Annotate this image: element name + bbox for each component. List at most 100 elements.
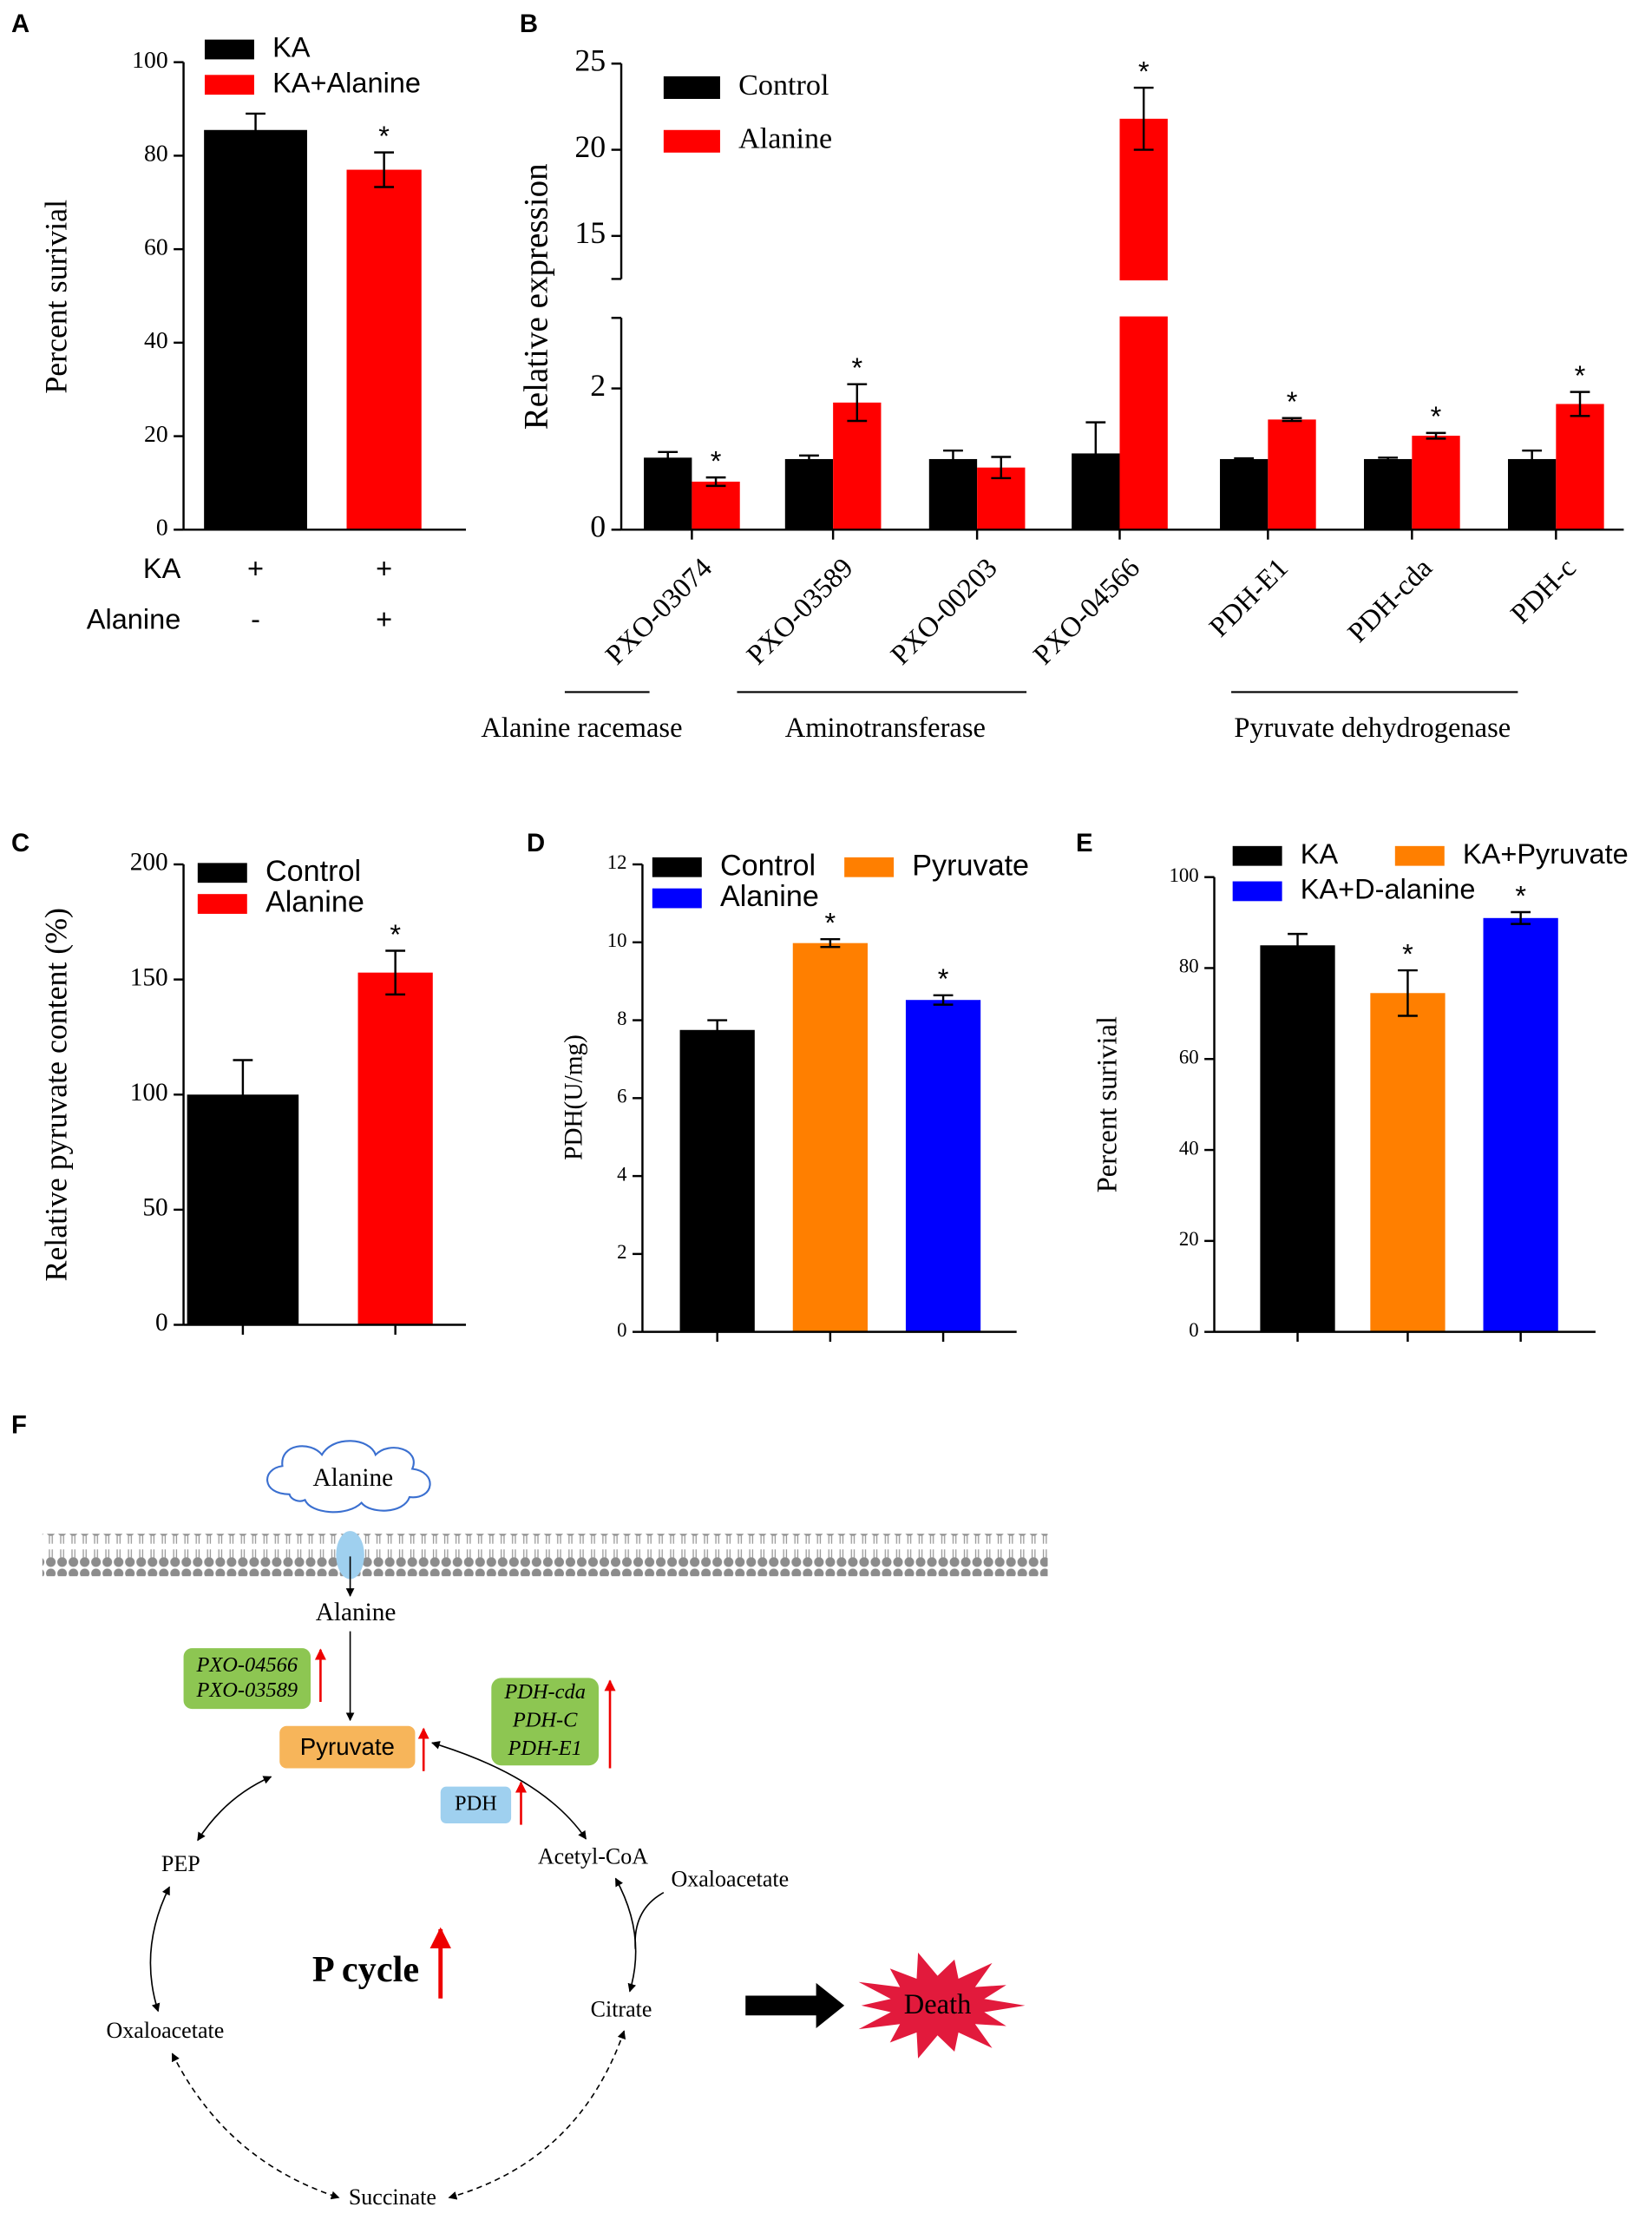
legend-label: Alanine <box>720 880 819 913</box>
y-tick-label: 60 <box>1179 1046 1199 1067</box>
y-tick-label: 6 <box>617 1086 626 1107</box>
y-tick-label: 100 <box>1169 864 1198 886</box>
error-bar <box>374 151 395 188</box>
significance-label: * <box>1138 56 1150 87</box>
group-label: Alanine racemase <box>481 713 682 744</box>
axis-break-mark <box>611 278 622 319</box>
arrow <box>448 2030 626 2200</box>
pyruvate-box <box>279 1725 416 1769</box>
arrow <box>149 1886 171 2013</box>
error-bar <box>847 383 868 423</box>
node-label: Oxaloacetate <box>671 1867 789 1892</box>
y-tick-label: 2 <box>617 1241 626 1263</box>
big-arrow <box>745 1982 845 2028</box>
y-axis-title: Relative expression <box>518 163 555 430</box>
legend-label: Control <box>738 69 829 102</box>
bar <box>1412 436 1460 530</box>
arrow <box>614 1877 637 1993</box>
legend-swatch <box>204 39 254 60</box>
node-label: Acetyl-CoA <box>538 1844 648 1869</box>
panel-label: B <box>520 10 538 38</box>
node-label: Oxaloacetate <box>107 2018 225 2043</box>
legend-swatch <box>663 76 720 99</box>
y-tick-label: 100 <box>132 46 167 73</box>
x-tick-label: PDH-c <box>1504 552 1582 629</box>
y-axis-title: PDH(U/mg) <box>560 1034 588 1160</box>
significance-label: * <box>1402 938 1413 969</box>
significance-label: * <box>1287 386 1298 417</box>
error-bar <box>1234 456 1255 461</box>
y-tick-label: 150 <box>130 963 168 991</box>
bar <box>346 169 422 530</box>
panel-label: A <box>11 10 30 38</box>
node-label: Succinate <box>349 2184 436 2210</box>
y-tick-label: 8 <box>617 1008 626 1029</box>
legend-swatch <box>844 857 895 877</box>
significance-label: * <box>938 963 949 995</box>
bar <box>1260 945 1335 1332</box>
legend-label: KA+D-alanine <box>1301 874 1476 905</box>
bar <box>679 1029 755 1332</box>
y-tick-label: 4 <box>617 1163 627 1185</box>
panel-label: C <box>11 829 30 857</box>
outcome-label: Death <box>904 1989 972 2020</box>
legend-label: Control <box>266 855 361 888</box>
arrow <box>431 1741 587 1840</box>
error-bar <box>1378 456 1399 462</box>
legend-label: Pyruvate <box>912 849 1029 882</box>
significance-label: * <box>1575 360 1586 391</box>
panel-label: D <box>527 829 545 857</box>
y-tick-label: 20 <box>1179 1228 1199 1250</box>
legend-swatch <box>197 863 247 883</box>
y-tick-label: 50 <box>142 1194 167 1222</box>
bar <box>1364 458 1413 530</box>
gene-label: PDH-cda <box>503 1680 586 1704</box>
gene-label: PXO-04566 <box>195 1653 298 1677</box>
error-bar <box>933 994 954 1006</box>
error-bar <box>1288 932 1308 958</box>
pathway-diagram: F Alanine Alanine PXO-04566 PXO-03589 Py… <box>11 1410 1048 2210</box>
y-tick-label: 100 <box>130 1079 168 1107</box>
y-tick-label: 20 <box>574 129 606 164</box>
bar <box>928 458 978 530</box>
gene-label: PDH-E1 <box>507 1737 581 1760</box>
bar <box>784 458 834 530</box>
group-label: Aminotransferase <box>785 713 986 744</box>
bar <box>1119 118 1168 530</box>
condition-label: Alanine <box>87 604 181 635</box>
y-tick-label: 12 <box>607 851 627 873</box>
gene-box <box>183 1648 311 1710</box>
y-tick-label: 0 <box>155 1309 168 1337</box>
y-tick-label: 25 <box>574 43 606 78</box>
bar <box>1370 993 1446 1332</box>
error-bar <box>233 1059 253 1131</box>
legend-swatch <box>204 75 254 95</box>
condition-mark: + <box>247 553 264 584</box>
node-label: Alanine <box>316 1599 397 1626</box>
error-bar <box>1570 391 1590 417</box>
arrow <box>197 1776 272 1842</box>
panel-label: F <box>11 1410 27 1439</box>
y-tick-label: 80 <box>1179 956 1199 977</box>
channel <box>336 1531 364 1580</box>
legend-label: Alanine <box>266 886 364 919</box>
error-bar <box>705 476 726 488</box>
panel: E KA * KA+Pyruvate * KA+D-alanine 0 20 40 60 80 100… <box>1076 829 1629 1343</box>
node-label: Citrate <box>591 1996 652 2021</box>
y-tick-label: 200 <box>130 849 168 877</box>
legend-label: KA <box>1301 838 1339 870</box>
x-tick-label: PDH-cda <box>1342 552 1439 648</box>
y-tick-label: 0 <box>156 514 168 541</box>
error-bar <box>1133 86 1154 151</box>
bar <box>1508 458 1557 530</box>
gene-label: PXO-03589 <box>195 1678 298 1702</box>
panel: DControl*Pyruvate*Alanine024681012PDH(U/… <box>527 829 1029 1343</box>
group-label: Pyruvate dehydrogenase <box>1234 713 1511 744</box>
condition-label: KA <box>143 553 181 584</box>
y-tick-label: 60 <box>144 233 168 259</box>
legend-label: KA+Pyruvate <box>1463 838 1629 870</box>
legend-swatch <box>652 857 702 877</box>
error-bar <box>820 937 841 949</box>
legend-swatch <box>1232 845 1282 866</box>
y-axis-title: Relative pyruvate content (%) <box>39 908 74 1281</box>
